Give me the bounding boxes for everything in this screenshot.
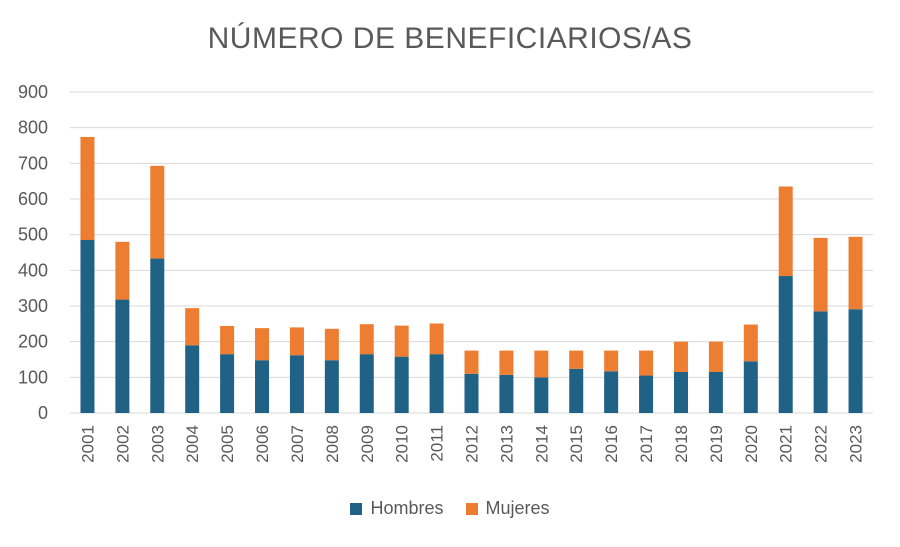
y-tick-label: 900	[18, 82, 48, 102]
x-tick-label: 2023	[847, 425, 866, 463]
y-tick-label: 200	[18, 332, 48, 352]
bar-hombres-2018	[673, 371, 688, 413]
y-tick-label: 700	[18, 153, 48, 173]
y-tick-label: 300	[18, 296, 48, 316]
y-tick-label: 400	[18, 260, 48, 280]
bar-mujeres-2008	[324, 328, 339, 361]
bar-hombres-2004	[185, 345, 200, 413]
x-tick-label: 2018	[672, 425, 691, 463]
bars	[80, 136, 863, 413]
x-tick-label: 2015	[567, 425, 586, 463]
x-tick-label: 2003	[148, 425, 167, 463]
bar-hombres-2014	[534, 377, 549, 413]
bar-mujeres-2009	[359, 324, 374, 355]
x-tick-label: 2021	[777, 425, 796, 463]
bar-hombres-2019	[708, 371, 723, 413]
bar-mujeres-2001	[80, 136, 95, 241]
bar-mujeres-2022	[813, 237, 828, 312]
bar-hombres-2003	[150, 258, 165, 413]
x-tick-label: 2009	[358, 425, 377, 463]
x-tick-label: 2002	[113, 425, 132, 463]
legend-item-mujeres: Mujeres	[465, 498, 550, 519]
x-tick-label: 2001	[78, 425, 97, 463]
bar-mujeres-2006	[255, 328, 270, 361]
x-tick-label: 2016	[602, 425, 621, 463]
bar-mujeres-2014	[534, 350, 549, 378]
x-tick-label: 2019	[707, 425, 726, 463]
bar-hombres-2007	[289, 355, 304, 413]
bar-mujeres-2016	[604, 350, 619, 372]
x-tick-label: 2008	[323, 425, 342, 463]
bar-hombres-2012	[464, 373, 479, 413]
x-tick-label: 2020	[742, 425, 761, 463]
bar-hombres-2016	[604, 371, 619, 413]
bar-hombres-2005	[220, 354, 235, 413]
bar-hombres-2008	[324, 360, 339, 413]
bar-hombres-2015	[569, 368, 584, 413]
bar-mujeres-2003	[150, 165, 165, 259]
bar-hombres-2022	[813, 311, 828, 413]
bar-mujeres-2018	[673, 341, 688, 372]
x-tick-label: 2004	[183, 425, 202, 463]
bar-hombres-2017	[639, 375, 654, 413]
x-tick-label: 2010	[393, 425, 412, 463]
y-tick-label: 100	[18, 367, 48, 387]
bar-hombres-2010	[394, 356, 409, 413]
bar-mujeres-2004	[185, 308, 200, 346]
x-tick-label: 2007	[288, 425, 307, 463]
x-tick-label: 2005	[218, 425, 237, 463]
bar-mujeres-2013	[499, 350, 514, 375]
y-axis: 0 100 200 300 400 500 600 700 800 900	[18, 82, 48, 423]
legend-label-hombres: Hombres	[370, 498, 444, 518]
bar-hombres-2021	[778, 276, 793, 413]
y-tick-label: 800	[18, 118, 48, 138]
x-axis: 2001 2002 2003 2004 2005 2006 2007 2008 2009 2010…	[78, 425, 865, 463]
legend-label-mujeres: Mujeres	[485, 498, 550, 518]
bar-hombres-2006	[255, 360, 270, 413]
x-tick-label: 2012	[463, 425, 482, 463]
y-tick-label: 500	[18, 225, 48, 245]
bar-mujeres-2011	[429, 323, 444, 355]
bar-mujeres-2005	[220, 325, 235, 355]
bar-mujeres-2020	[743, 324, 758, 362]
bar-hombres-2009	[359, 354, 374, 413]
bar-mujeres-2007	[289, 327, 304, 356]
bar-hombres-2020	[743, 361, 758, 413]
y-tick-label: 0	[38, 403, 48, 423]
bar-hombres-2011	[429, 354, 444, 413]
bar-hombres-2001	[80, 240, 95, 413]
bar-mujeres-2017	[639, 350, 654, 376]
x-tick-label: 2014	[532, 425, 551, 463]
x-tick-label: 2006	[253, 425, 272, 463]
bar-mujeres-2002	[115, 241, 130, 300]
bar-mujeres-2015	[569, 350, 584, 369]
legend-swatch-hombres	[350, 502, 363, 515]
legend-swatch-mujeres	[465, 502, 478, 515]
legend-item-hombres: Hombres	[350, 498, 444, 519]
x-tick-label: 2022	[812, 425, 831, 463]
bar-mujeres-2019	[708, 341, 723, 372]
x-tick-label: 2011	[428, 425, 447, 462]
bar-hombres-2013	[499, 374, 514, 413]
bar-mujeres-2010	[394, 325, 409, 357]
x-tick-label: 2017	[637, 425, 656, 463]
bar-hombres-2002	[115, 299, 130, 413]
bar-mujeres-2012	[464, 350, 479, 374]
legend: Hombres Mujeres	[0, 498, 900, 519]
y-tick-label: 600	[18, 189, 48, 209]
bar-mujeres-2021	[778, 186, 793, 277]
chart-title: NÚMERO DE BENEFICIARIOS/AS	[207, 22, 693, 55]
bar-hombres-2023	[848, 309, 863, 413]
x-tick-label: 2013	[497, 425, 516, 463]
bar-mujeres-2023	[848, 236, 863, 310]
